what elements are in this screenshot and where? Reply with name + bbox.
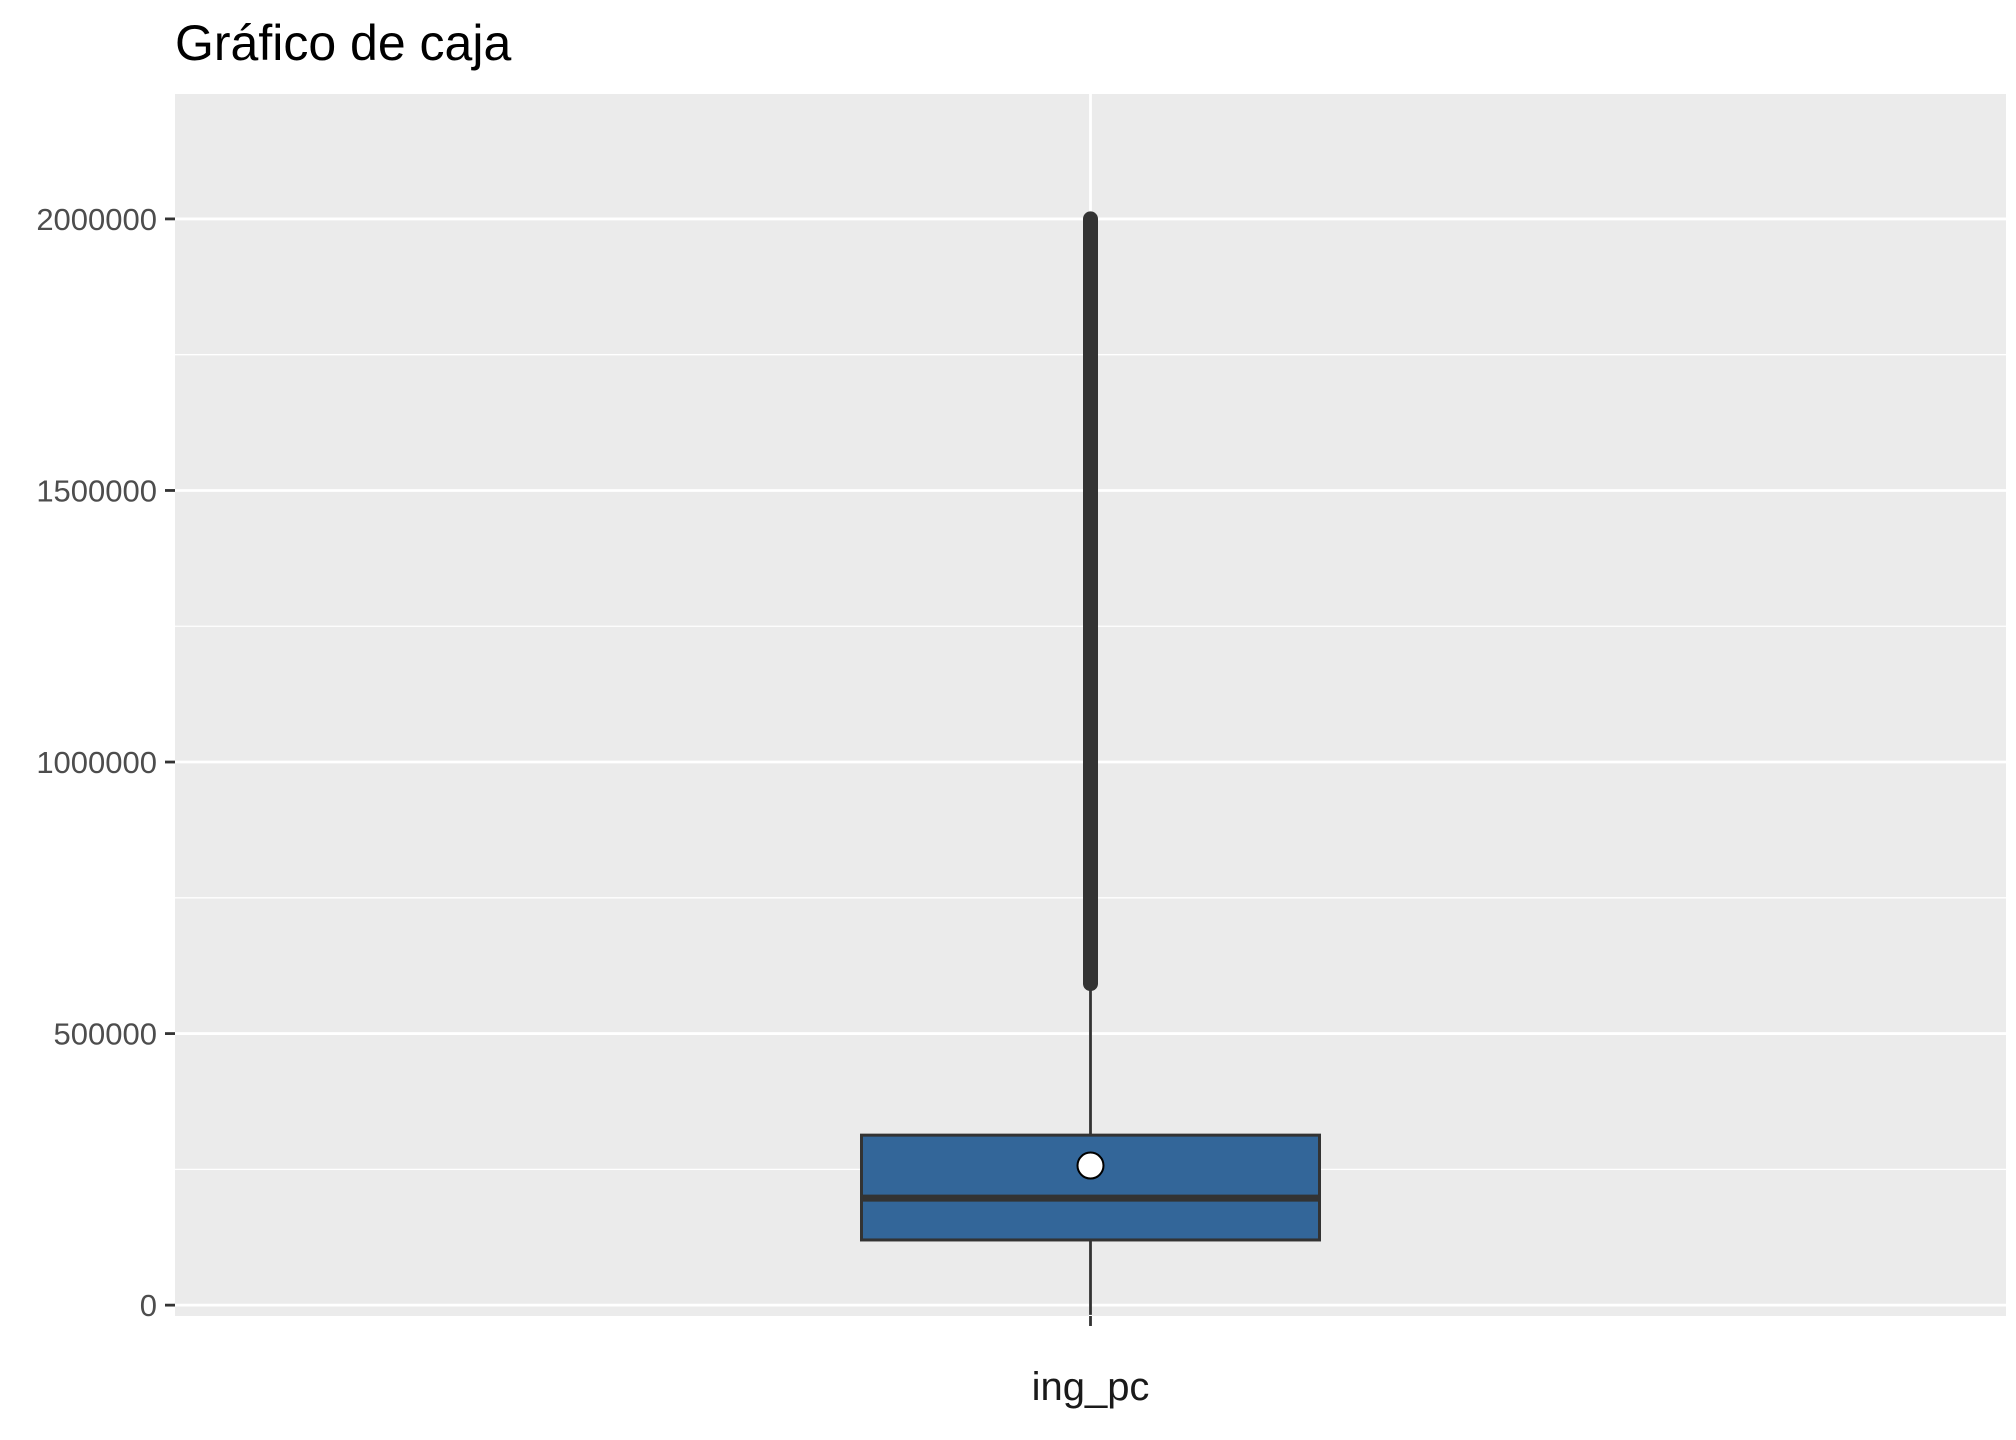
x-axis: ing_pc (1032, 1316, 1150, 1409)
chart-title: Gráfico de caja (175, 15, 511, 71)
y-tick-label: 500000 (54, 1017, 157, 1052)
y-tick-label: 0 (140, 1288, 157, 1323)
mean-point (1076, 1151, 1105, 1180)
y-tick-label: 2000000 (36, 202, 157, 237)
box-marks (860, 211, 1321, 1315)
y-tick-label: 1000000 (36, 745, 157, 780)
y-axis: 0 500000 1000000 1500000 2000000 (36, 202, 175, 1323)
x-tick-label: ing_pc (1032, 1365, 1150, 1409)
y-tick-label: 1500000 (36, 473, 157, 508)
box-iqr (860, 1133, 1321, 1242)
